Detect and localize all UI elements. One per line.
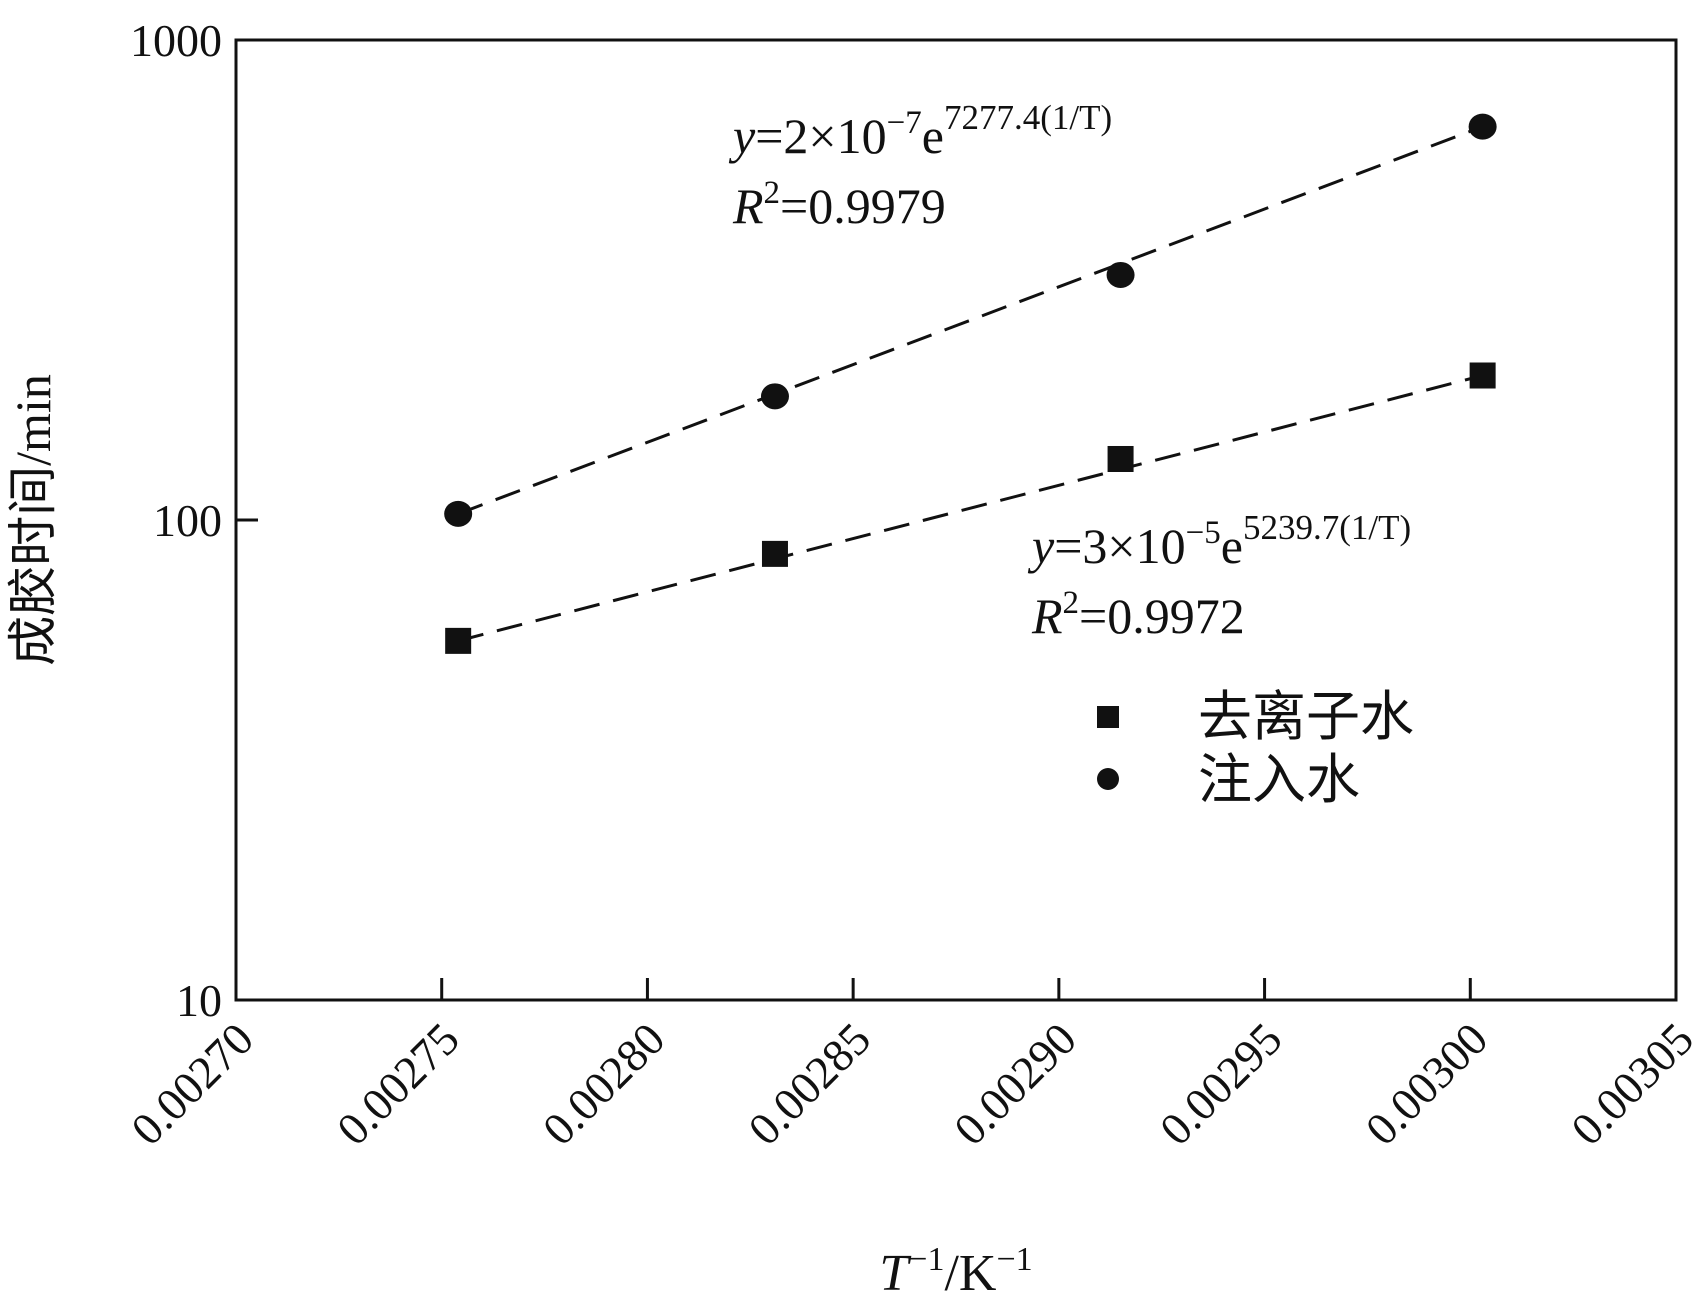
legend-marker-circle [1097, 768, 1119, 790]
x-tick-label-3: 0.00285 [738, 1013, 880, 1155]
x-tick-label-4: 0.00290 [944, 1013, 1086, 1155]
x-tick-label-2: 0.00280 [533, 1013, 675, 1155]
r2-square: R2=0.9972 [1031, 585, 1245, 644]
marker-square-2 [1107, 445, 1134, 472]
marker-circle-2 [1106, 261, 1135, 288]
marker-square-0 [445, 627, 472, 654]
fit-lines [457, 125, 1484, 643]
r2-circle: R2=0.9979 [732, 175, 946, 234]
legend-label-injection: 注入水 [1198, 750, 1360, 810]
x-axis-label: T−1/K−1 [879, 1241, 1032, 1302]
fit-line-square [457, 374, 1484, 643]
legend-label-deionized: 去离子水 [1198, 687, 1414, 747]
legend-marker-square [1097, 706, 1119, 728]
y-axis-ticks: 10 100 1000 [130, 15, 258, 1026]
x-tick-label-7: 0.00305 [1561, 1013, 1703, 1155]
equation-circle: y=2×10−7e7277.4(1/T) [728, 98, 1112, 164]
equation-square: y=3×10−5e5239.7(1/T) [1027, 508, 1411, 574]
marker-circle-1 [760, 383, 789, 410]
y-tick-label-2: 1000 [130, 15, 222, 66]
x-tick-label-6: 0.00300 [1356, 1013, 1498, 1155]
fit-line-circle [457, 125, 1484, 516]
x-tick-label-1: 0.00275 [327, 1013, 469, 1155]
x-axis-ticks: 0.00270 0.00275 0.00280 0.00285 0.00290 0.002… [121, 978, 1703, 1155]
data-markers [444, 113, 1497, 654]
marker-square-3 [1469, 362, 1496, 389]
marker-circle-0 [444, 500, 473, 527]
y-tick-label-1: 100 [153, 495, 222, 546]
y-axis-label: 成胶时间/min [5, 374, 61, 666]
marker-circle-3 [1468, 113, 1497, 140]
marker-square-1 [761, 540, 788, 567]
x-tick-label-0: 0.00270 [121, 1013, 263, 1155]
x-tick-label-5: 0.00295 [1150, 1013, 1292, 1155]
y-tick-label-0: 10 [176, 975, 222, 1026]
legend: 去离子水 注入水 [1097, 687, 1414, 810]
